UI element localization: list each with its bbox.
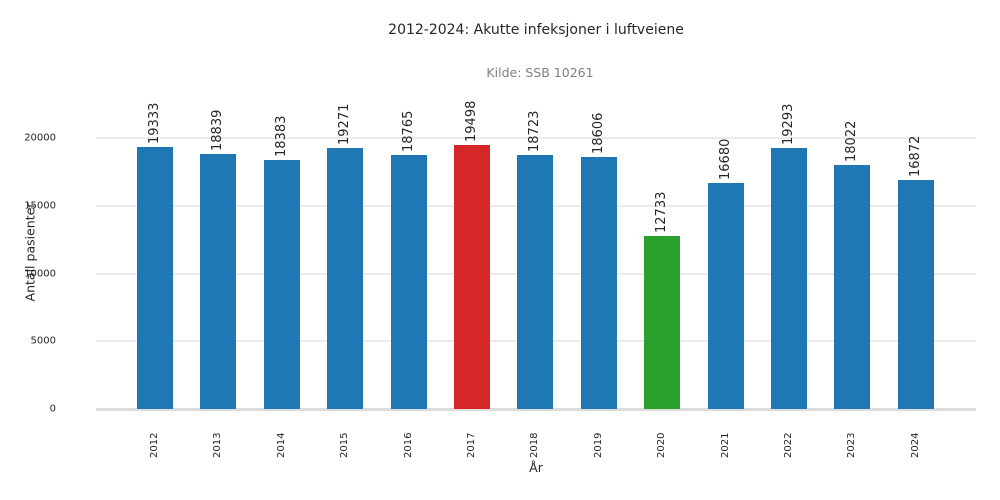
value-label: 18723	[527, 110, 543, 153]
x-axis-line	[96, 408, 976, 411]
y-tick-label: 20000	[24, 132, 56, 144]
plot-area: 0 5000 10000 15000 20000 19333 2012 18839 2013 18…	[24, 0, 976, 500]
x-tick-label: 2014	[275, 432, 287, 458]
x-tick-label: 2023	[846, 432, 858, 458]
x-tick-label: 2017	[466, 432, 477, 458]
value-label: 12733	[654, 192, 670, 234]
value-label: 18383	[273, 115, 289, 157]
bar-2015[interactable]	[327, 147, 364, 409]
y-tick-label: 0	[49, 403, 56, 415]
value-label: 19271	[337, 103, 353, 145]
bar-2024[interactable]	[897, 180, 934, 409]
bar-2017[interactable]	[454, 144, 490, 409]
x-tick-label: 2021	[719, 432, 731, 458]
x-axis-label: År	[529, 460, 543, 475]
bar-2013[interactable]	[200, 153, 237, 409]
bar-2018[interactable]	[517, 155, 554, 409]
x-tick-label: 2019	[592, 432, 604, 458]
y-tick-label: 5000	[30, 335, 56, 347]
bar-2019[interactable]	[580, 156, 617, 409]
y-tick-label: 15000	[24, 200, 56, 212]
chart-title: 2012-2024: Akutte infeksjoner i luftveie…	[388, 22, 684, 38]
bar-2023[interactable]	[834, 164, 871, 409]
bar-2016[interactable]	[390, 154, 427, 409]
value-label: 19293	[781, 103, 796, 145]
value-label: 16872	[907, 136, 923, 178]
bar-2012[interactable]	[137, 147, 173, 409]
value-label: 18022	[844, 120, 860, 162]
x-tick-label: 2022	[783, 432, 794, 458]
x-tick-label: 2024	[909, 432, 921, 458]
bar-2020[interactable]	[644, 236, 681, 409]
gridline	[96, 137, 976, 139]
bar-2021[interactable]	[707, 182, 744, 409]
value-label: 18606	[590, 112, 606, 154]
x-tick-label: 2015	[339, 432, 351, 458]
x-tick-label: 2013	[212, 432, 224, 458]
value-label: 19498	[464, 100, 479, 142]
chart-subtitle: Kilde: SSB 10261	[486, 65, 594, 80]
value-label: 16680	[717, 138, 733, 180]
value-label: 18839	[210, 109, 226, 151]
bar-2014[interactable]	[263, 159, 300, 409]
value-label: 18765	[400, 110, 416, 152]
x-tick-label: 2016	[402, 432, 414, 458]
y-tick-label: 10000	[24, 268, 56, 279]
y-axis-label: Antall pasienter	[22, 202, 38, 302]
value-label: 19333	[147, 102, 162, 145]
bar-2022[interactable]	[771, 147, 807, 409]
x-tick-label: 2020	[656, 432, 668, 458]
x-tick-label: 2018	[529, 432, 541, 458]
x-tick-label: 2012	[149, 432, 160, 458]
